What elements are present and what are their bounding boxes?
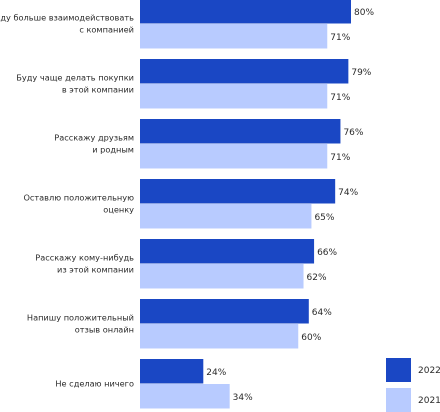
bar-2022	[140, 299, 309, 324]
category-label-line: и родным	[92, 145, 134, 155]
value-label-2022: 66%	[317, 248, 337, 258]
value-label-2022: 76%	[343, 128, 363, 138]
category-label: Расскажу кому-нибудь из этой компании	[35, 253, 134, 275]
value-label-2022: 74%	[338, 188, 358, 198]
category-label-line: Не сделаю ничего	[55, 379, 134, 389]
bar-2022	[140, 119, 341, 144]
bar-2022	[140, 359, 204, 384]
category-label: Напишу положительный отзыв онлайн	[27, 313, 134, 335]
bar-2021	[140, 144, 328, 169]
value-label-2022: 24%	[206, 368, 226, 378]
category-label-line: Буду больше взаимодействовать	[0, 13, 134, 23]
category-label-line: Расскажу кому-нибудь	[35, 253, 134, 263]
value-label-2021: 71%	[330, 93, 350, 103]
bar-2021	[140, 384, 230, 409]
category-label: Оставлю положительную оценку	[23, 193, 134, 215]
category-label: Расскажу друзьям и родным	[54, 133, 134, 155]
category-label: Буду больше взаимодействовать с компанией	[0, 13, 134, 35]
bar-2022	[140, 179, 336, 204]
bar-2021	[140, 324, 299, 349]
legend-label-2021: 2021	[418, 396, 440, 406]
category-label-line: оценку	[103, 205, 134, 215]
bar-2022	[140, 0, 351, 24]
bar-2021	[140, 84, 328, 109]
bar-2021	[140, 24, 328, 49]
value-label-2021: 62%	[307, 273, 327, 283]
category-label-line: в этой компании	[62, 85, 134, 95]
legend-label-2022: 2022	[418, 366, 440, 376]
category-label: Не сделаю ничего	[55, 379, 134, 389]
value-label-2022: 79%	[351, 68, 371, 78]
bar-2021	[140, 264, 304, 289]
legend-swatch-2021	[386, 388, 411, 412]
category-label-line: Оставлю положительную	[23, 193, 134, 203]
value-label-2022: 64%	[312, 308, 332, 318]
category-label-line: из этой компании	[57, 265, 134, 275]
category-label-line: Буду чаще делать покупки	[16, 73, 134, 83]
category-label-line: Расскажу друзьям	[54, 133, 134, 143]
value-label-2022: 80%	[354, 8, 374, 18]
category-label-line: с компанией	[79, 25, 134, 35]
category-label-line: отзыв онлайн	[75, 325, 134, 335]
value-label-2021: 71%	[330, 33, 350, 43]
value-label-2021: 71%	[330, 153, 350, 163]
legend-swatch-2022	[386, 358, 411, 382]
value-label-2021: 34%	[233, 393, 253, 403]
category-label-line: Напишу положительный	[27, 313, 134, 323]
bar-2022	[140, 59, 349, 84]
value-label-2021: 65%	[314, 213, 334, 223]
bar-2022	[140, 239, 315, 264]
bar-2021	[140, 204, 312, 229]
value-label-2021: 60%	[301, 333, 321, 343]
category-label: Буду чаще делать покупки в этой компании	[16, 73, 134, 95]
